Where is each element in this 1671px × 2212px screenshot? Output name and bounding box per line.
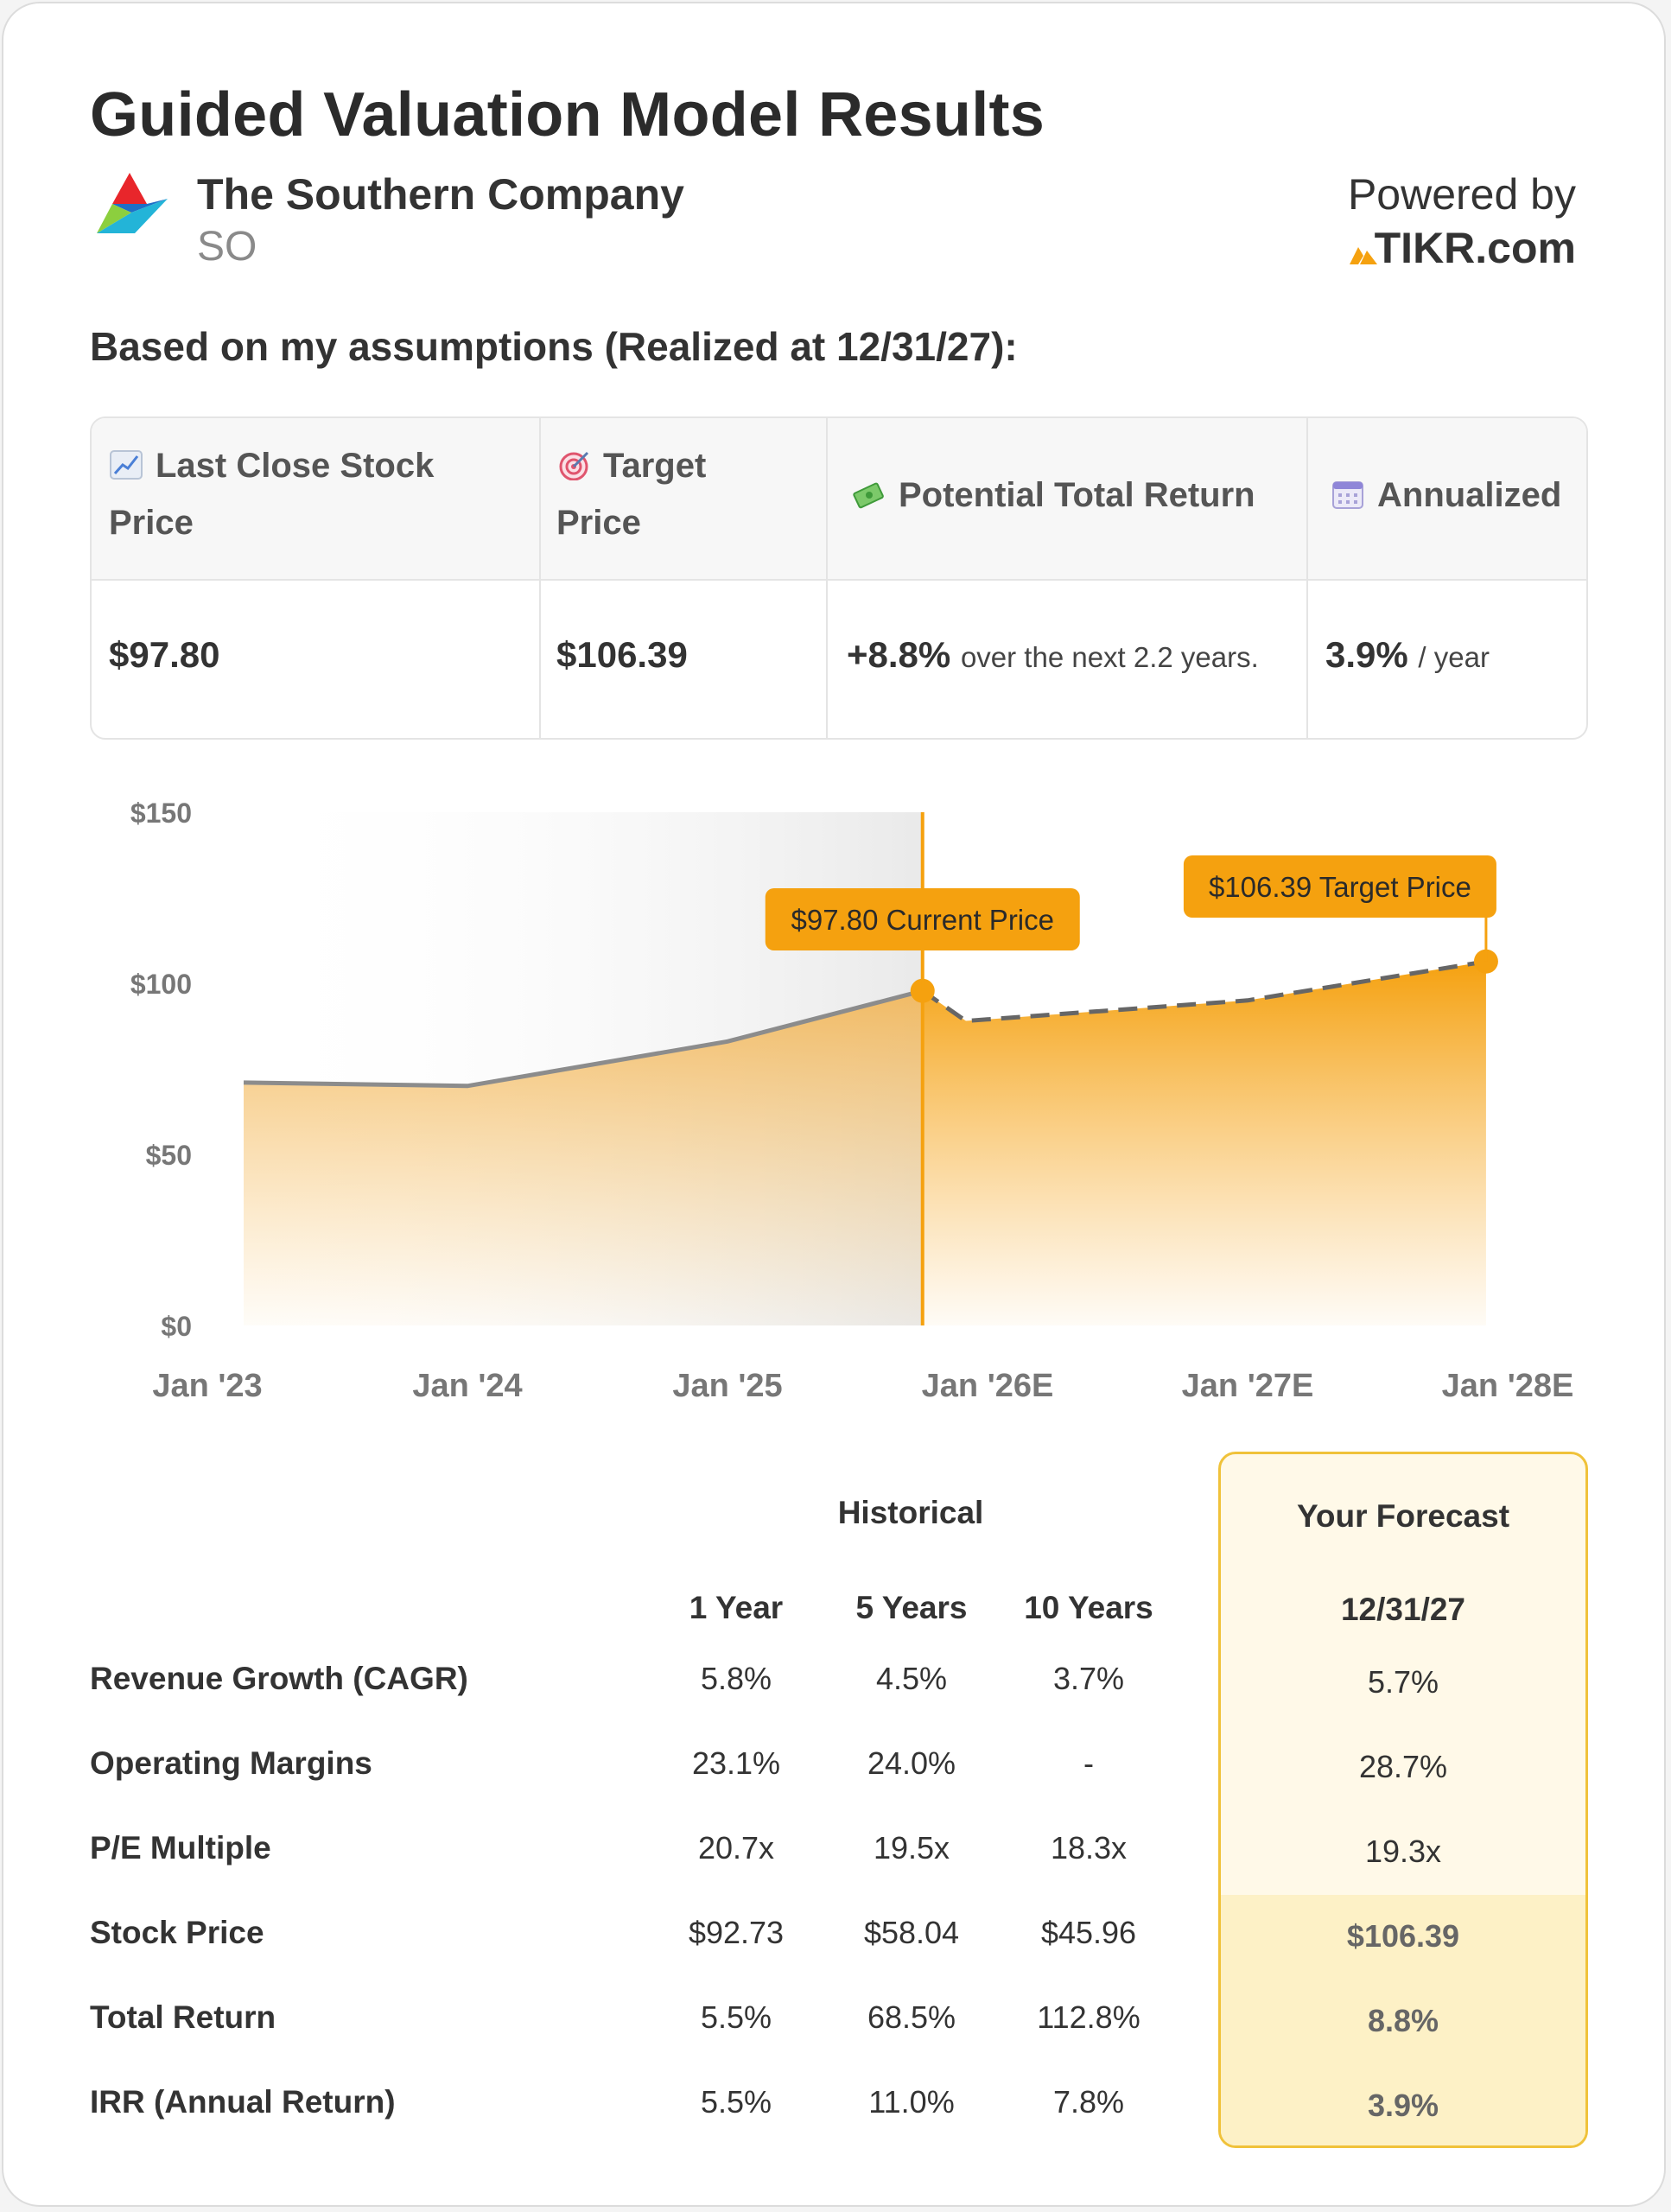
stat-cell: 4.5% bbox=[875, 1661, 948, 1696]
forecast-area bbox=[922, 961, 1486, 1325]
company-logo-icon bbox=[97, 173, 168, 233]
row-label: Revenue Growth (CAGR) bbox=[90, 1661, 468, 1696]
assumptions-label: Based on my assumptions (Realized at 12/… bbox=[90, 324, 1018, 369]
y-tick-label: $50 bbox=[146, 1140, 192, 1171]
forecast-cell: 3.9% bbox=[1367, 2088, 1439, 2123]
x-tick-label: Jan '28E bbox=[1442, 1368, 1574, 1404]
forecast-column bbox=[1218, 1452, 1588, 2148]
y-tick-label: $150 bbox=[130, 798, 192, 829]
stat-cell: 24.0% bbox=[867, 1745, 956, 1781]
row-label: Operating Margins bbox=[90, 1745, 372, 1781]
current-price-point bbox=[910, 978, 935, 1003]
value-last-close: $97.80 bbox=[109, 634, 220, 675]
historical-header: Historical bbox=[837, 1495, 984, 1530]
stat-cell: 5.5% bbox=[700, 1999, 772, 2035]
company-ticker: SO bbox=[197, 224, 257, 270]
column-header: 5 Years bbox=[855, 1590, 968, 1625]
stat-cell: 19.5x bbox=[873, 1830, 950, 1866]
column-header: 10 Years bbox=[1024, 1590, 1153, 1625]
powered-by-label: Powered by bbox=[1347, 170, 1576, 219]
stat-cell: 5.5% bbox=[700, 2084, 772, 2120]
stat-cell: 23.1% bbox=[691, 1745, 781, 1781]
header-target-price: Target Price bbox=[556, 447, 707, 542]
forecast-header: Your Forecast bbox=[1296, 1498, 1510, 1534]
row-label: Stock Price bbox=[90, 1915, 264, 1950]
x-tick-label: Jan '23 bbox=[152, 1368, 262, 1404]
stat-cell: - bbox=[1083, 1745, 1094, 1781]
y-tick-label: $0 bbox=[161, 1311, 192, 1342]
stat-cell: 18.3x bbox=[1050, 1830, 1128, 1866]
forecast-cell: 8.8% bbox=[1367, 2003, 1439, 2038]
header-annualized: Annualized bbox=[1331, 467, 1561, 524]
target-icon bbox=[559, 451, 589, 480]
forecast-line bbox=[921, 959, 1487, 1024]
value-annualized: 3.9% / year bbox=[1325, 634, 1490, 675]
page-title: Guided Valuation Model Results bbox=[90, 80, 1045, 149]
forecast-date: 12/31/27 bbox=[1340, 1592, 1466, 1627]
tikr-brand[interactable]: TIKR.com bbox=[1374, 224, 1576, 272]
x-tick-label: Jan '26E bbox=[922, 1368, 1054, 1404]
row-label: P/E Multiple bbox=[90, 1830, 271, 1866]
money-icon bbox=[853, 482, 884, 509]
x-tick-label: Jan '27E bbox=[1182, 1368, 1314, 1404]
x-tick-label: Jan '25 bbox=[672, 1368, 782, 1404]
row-label: IRR (Annual Return) bbox=[90, 2084, 396, 2120]
x-tick-label: Jan '24 bbox=[412, 1368, 522, 1404]
value-total-return: +8.8% over the next 2.2 years. bbox=[847, 634, 1259, 675]
stat-cell: $58.04 bbox=[863, 1915, 960, 1950]
company-name: The Southern Company bbox=[197, 170, 684, 219]
target-price-callout-label: $106.39 Target Price bbox=[1209, 871, 1471, 903]
history-area bbox=[244, 990, 923, 1325]
row-label: Total Return bbox=[90, 1999, 276, 2035]
stat-cell: 68.5% bbox=[867, 1999, 956, 2035]
history-line bbox=[243, 988, 924, 1089]
header-last-close: Last Close Stock Price bbox=[109, 447, 435, 542]
current-price-callout-label: $97.80 Current Price bbox=[791, 904, 1055, 936]
chart-up-icon bbox=[110, 450, 143, 480]
column-header: 1 Year bbox=[689, 1590, 784, 1625]
stat-cell: 11.0% bbox=[868, 2084, 955, 2120]
header-total-return: Potential Total Return bbox=[852, 467, 1255, 524]
forecast-cell: 28.7% bbox=[1358, 1749, 1448, 1784]
target-price-callout-box bbox=[1183, 855, 1496, 918]
stat-cell: 3.7% bbox=[1052, 1661, 1125, 1696]
y-tick-label: $100 bbox=[130, 969, 192, 1000]
price-chart: $97.80 Current Price $106.39 Target Price… bbox=[130, 798, 1574, 1404]
stat-cell: 5.8% bbox=[700, 1661, 772, 1696]
stat-cell: $45.96 bbox=[1040, 1915, 1137, 1950]
forecast-cell: 5.7% bbox=[1367, 1664, 1439, 1700]
value-target-price: $106.39 bbox=[556, 634, 688, 675]
stat-cell: 7.8% bbox=[1052, 2084, 1125, 2120]
forecast-cell: 19.3x bbox=[1364, 1834, 1442, 1869]
forecast-cell: $106.39 bbox=[1346, 1918, 1460, 1954]
stat-cell: 20.7x bbox=[697, 1830, 775, 1866]
summary-table: Last Close Stock Price Target Price Potent… bbox=[90, 416, 1588, 740]
current-price-callout-box bbox=[765, 888, 1080, 950]
calendar-icon bbox=[1332, 481, 1363, 509]
tikr-logo-icon bbox=[1350, 247, 1377, 264]
stat-cell: 112.8% bbox=[1037, 1999, 1140, 2035]
forecast-highlight bbox=[1221, 1895, 1585, 2145]
stat-cell: $92.73 bbox=[688, 1915, 785, 1950]
